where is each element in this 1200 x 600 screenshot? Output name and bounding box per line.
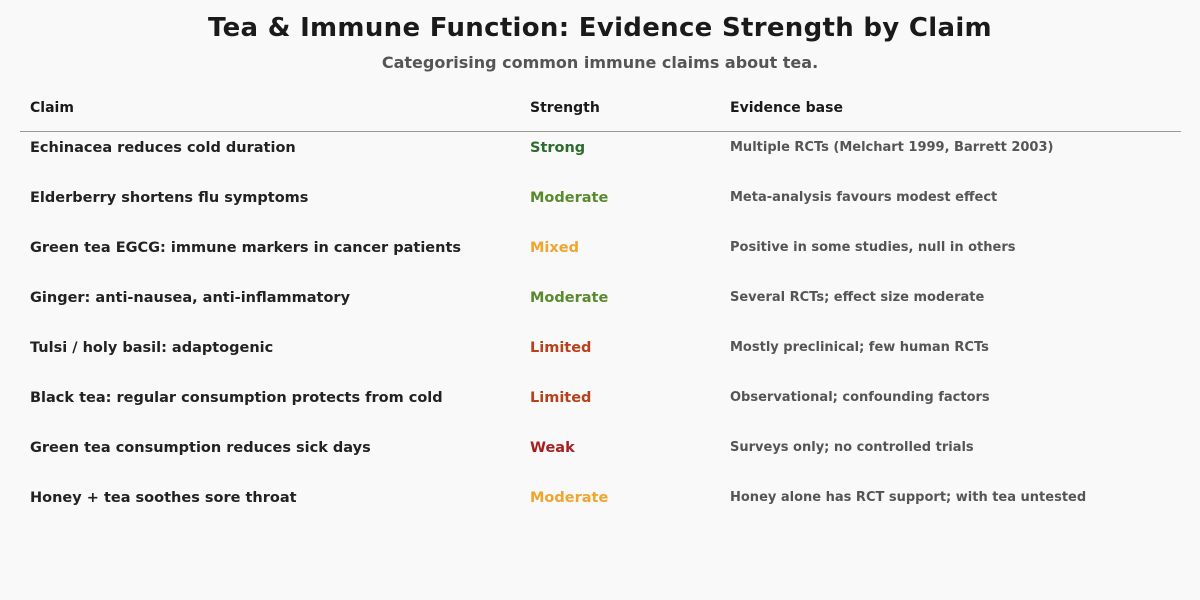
table-body: Echinacea reduces cold duration Strong M… bbox=[0, 138, 1200, 538]
evidence-cell: Several RCTs; effect size moderate bbox=[730, 290, 985, 305]
table-row: Honey + tea soothes sore throat Moderate… bbox=[0, 488, 1200, 538]
claim-cell: Echinacea reduces cold duration bbox=[30, 140, 296, 156]
table-row: Tulsi / holy basil: adaptogenic Limited … bbox=[0, 338, 1200, 388]
page-title: Tea & Immune Function: Evidence Strength… bbox=[208, 13, 992, 43]
table-row: Green tea consumption reduces sick days … bbox=[0, 438, 1200, 488]
table-row: Echinacea reduces cold duration Strong M… bbox=[0, 138, 1200, 188]
evidence-cell: Honey alone has RCT support; with tea un… bbox=[730, 490, 1087, 505]
claim-cell: Green tea EGCG: immune markers in cancer… bbox=[30, 240, 462, 256]
evidence-cell: Mostly preclinical; few human RCTs bbox=[730, 340, 989, 355]
claim-cell: Tulsi / holy basil: adaptogenic bbox=[30, 340, 274, 356]
strength-cell: Weak bbox=[530, 440, 575, 456]
claim-cell: Green tea consumption reduces sick days bbox=[30, 440, 371, 456]
evidence-cell: Meta-analysis favours modest effect bbox=[730, 190, 998, 205]
table-row: Green tea EGCG: immune markers in cancer… bbox=[0, 238, 1200, 288]
column-header-claim: Claim bbox=[30, 100, 74, 116]
strength-cell: Moderate bbox=[530, 290, 609, 306]
claim-cell: Ginger: anti-nausea, anti-inflammatory bbox=[30, 290, 351, 306]
header-divider bbox=[20, 131, 1181, 132]
evidence-cell: Positive in some studies, null in others bbox=[730, 240, 1016, 255]
claim-cell: Black tea: regular consumption protects … bbox=[30, 390, 443, 406]
table-row: Black tea: regular consumption protects … bbox=[0, 388, 1200, 438]
column-header-evidence: Evidence base bbox=[730, 100, 843, 116]
evidence-cell: Multiple RCTs (Melchart 1999, Barrett 20… bbox=[730, 140, 1054, 155]
strength-cell: Limited bbox=[530, 340, 592, 356]
column-header-strength: Strength bbox=[530, 100, 600, 116]
claim-cell: Elderberry shortens flu symptoms bbox=[30, 190, 309, 206]
table-row: Elderberry shortens flu symptoms Moderat… bbox=[0, 188, 1200, 238]
table-row: Ginger: anti-nausea, anti-inflammatory M… bbox=[0, 288, 1200, 338]
table-header: Claim Strength Evidence base bbox=[0, 100, 1200, 120]
strength-cell: Limited bbox=[530, 390, 592, 406]
strength-cell: Moderate bbox=[530, 190, 609, 206]
strength-cell: Mixed bbox=[530, 240, 579, 256]
evidence-cell: Surveys only; no controlled trials bbox=[730, 440, 974, 455]
page-subtitle: Categorising common immune claims about … bbox=[381, 53, 819, 72]
strength-cell: Moderate bbox=[530, 490, 609, 506]
strength-cell: Strong bbox=[530, 140, 586, 156]
claim-cell: Honey + tea soothes sore throat bbox=[30, 490, 297, 506]
evidence-cell: Observational; confounding factors bbox=[730, 390, 990, 405]
